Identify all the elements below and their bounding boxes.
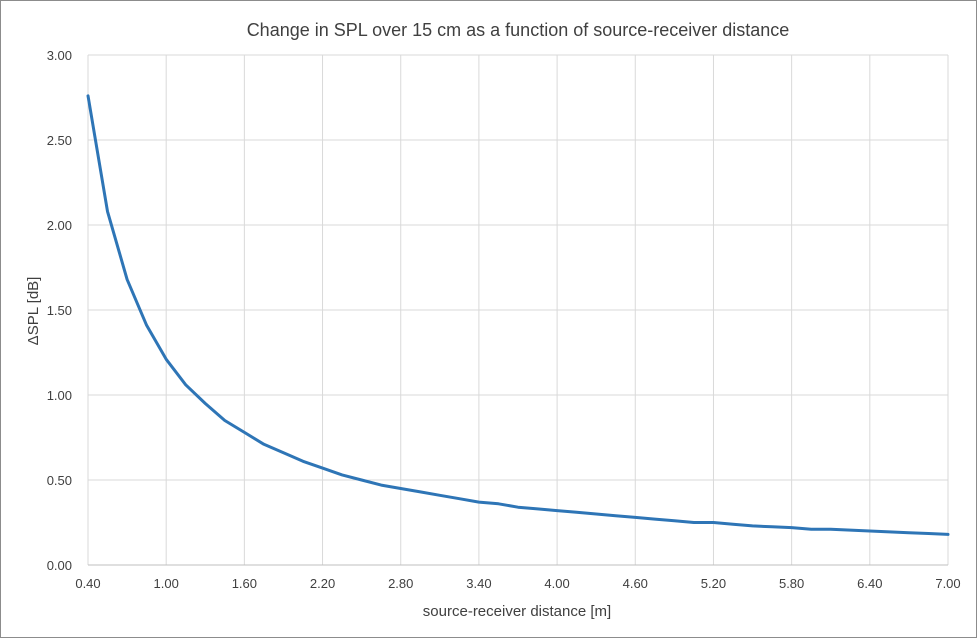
x-tick-label: 6.40 (857, 576, 882, 591)
grid-layer (87, 54, 949, 566)
y-tick-label: 1.00 (47, 388, 72, 403)
tick-labels: 0.40 1.00 1.60 2.20 2.80 3.40 4.00 4.60 5.20 5.80… (47, 48, 961, 591)
x-tick-label: 5.20 (701, 576, 726, 591)
y-axis-label: ΔSPL [dB] (25, 277, 42, 346)
series-layer (86, 94, 950, 536)
x-tick-label: 1.00 (154, 576, 179, 591)
y-tick-label: 1.50 (47, 303, 72, 318)
x-axis-label: source-receiver distance [m] (423, 603, 611, 620)
series-line (86, 94, 950, 536)
x-tick-label: 1.60 (232, 576, 257, 591)
chart-title: Change in SPL over 15 cm as a function o… (247, 20, 790, 40)
x-tick-label: 2.20 (310, 576, 335, 591)
x-tick-label: 7.00 (935, 576, 960, 591)
x-tick-label: 3.40 (466, 576, 491, 591)
y-tick-label: 3.00 (47, 48, 72, 63)
x-tick-label: 2.80 (388, 576, 413, 591)
x-tick-label: 4.60 (623, 576, 648, 591)
x-tick-label: 4.00 (544, 576, 569, 591)
y-tick-label: 2.50 (47, 133, 72, 148)
y-tick-label: 0.00 (47, 558, 72, 573)
y-tick-label: 2.00 (47, 218, 72, 233)
x-tick-label: 5.80 (779, 576, 804, 591)
x-tick-label: 0.40 (75, 576, 100, 591)
y-tick-label: 0.50 (47, 473, 72, 488)
